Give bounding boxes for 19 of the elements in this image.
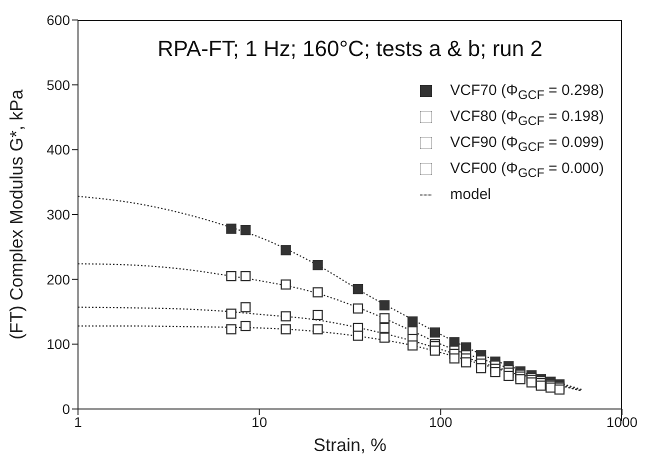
y-tick-label: 600 (46, 12, 70, 28)
y-tick-label: 500 (46, 76, 70, 93)
x-tick-label: 10 (252, 414, 268, 430)
y-tick-label: 100 (46, 336, 70, 352)
legend-label: VCF80 (Φ$_{GCF}$ = 0.198) (450, 108, 604, 128)
y-tick-label: 200 (46, 271, 70, 288)
y-axis-title: (FT) Complex Modulus G*, kPa (6, 88, 26, 340)
y-tick-label: 300 (46, 206, 70, 222)
legend-label: VCF70 (Φ$_{GCF}$ = 0.298) (450, 82, 604, 102)
x-axis-title: Strain, % (313, 435, 387, 455)
legend-label: model (450, 186, 491, 203)
y-tick-label: 400 (46, 142, 70, 158)
legend-label: VCF90 (Φ$_{GCF}$ = 0.099) (450, 134, 604, 154)
y-tick-label: 0 (62, 400, 70, 417)
legend-label: VCF00 (Φ$_{GCF}$ = 0.000) (450, 160, 604, 180)
x-tick-label: 1 (74, 414, 82, 430)
text: RPA-FT; 1 Hz; 160°C; tests a & b; run 2 (156, 36, 544, 62)
x-tick-label: 100 (428, 414, 453, 430)
x-tick-label: 1000 (606, 414, 638, 430)
